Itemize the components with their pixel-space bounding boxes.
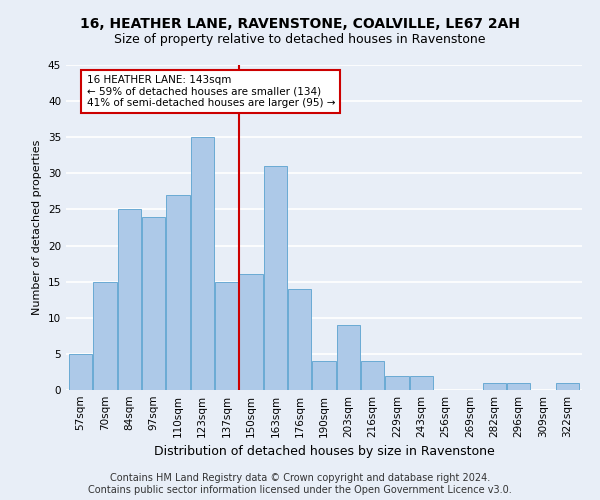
Bar — [118, 210, 141, 390]
Bar — [483, 383, 506, 390]
Text: Contains HM Land Registry data © Crown copyright and database right 2024.
Contai: Contains HM Land Registry data © Crown c… — [88, 474, 512, 495]
Bar — [410, 376, 433, 390]
Bar — [361, 361, 384, 390]
Bar — [264, 166, 287, 390]
Text: Size of property relative to detached houses in Ravenstone: Size of property relative to detached ho… — [114, 32, 486, 46]
Bar — [166, 195, 190, 390]
Text: 16 HEATHER LANE: 143sqm
← 59% of detached houses are smaller (134)
41% of semi-d: 16 HEATHER LANE: 143sqm ← 59% of detache… — [86, 74, 335, 108]
Bar — [191, 137, 214, 390]
Bar — [69, 354, 92, 390]
Bar — [142, 216, 165, 390]
Bar — [507, 383, 530, 390]
Bar — [313, 361, 335, 390]
Bar — [215, 282, 238, 390]
Bar — [556, 383, 579, 390]
Text: 16, HEATHER LANE, RAVENSTONE, COALVILLE, LE67 2AH: 16, HEATHER LANE, RAVENSTONE, COALVILLE,… — [80, 18, 520, 32]
Bar — [239, 274, 263, 390]
Bar — [288, 289, 311, 390]
X-axis label: Distribution of detached houses by size in Ravenstone: Distribution of detached houses by size … — [154, 446, 494, 458]
Bar — [94, 282, 116, 390]
Bar — [337, 325, 360, 390]
Y-axis label: Number of detached properties: Number of detached properties — [32, 140, 43, 315]
Bar — [385, 376, 409, 390]
